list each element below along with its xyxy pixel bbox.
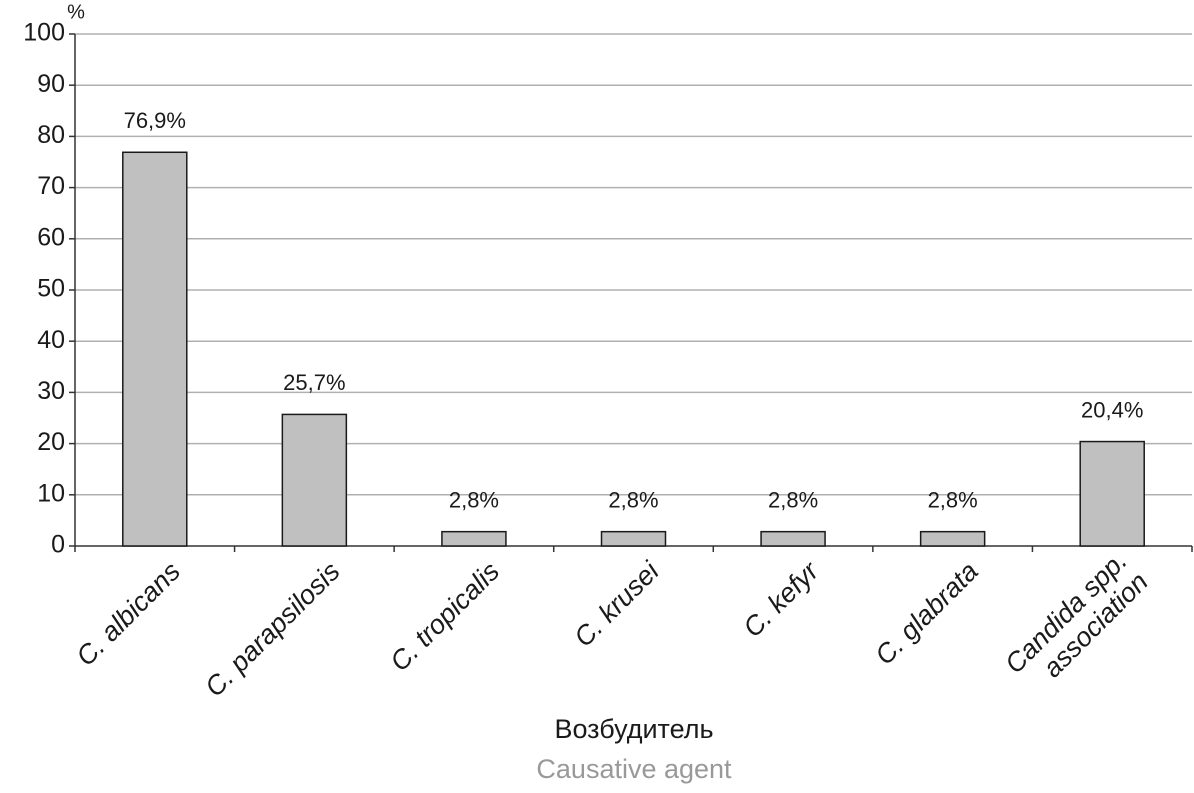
y-tick-label: 90 bbox=[37, 70, 65, 98]
x-tick-label: C. glabrata bbox=[869, 556, 984, 671]
bar bbox=[122, 151, 188, 547]
x-tick-group: C. albicans bbox=[70, 556, 186, 672]
x-tick-label: C. kefyr bbox=[737, 555, 825, 643]
bar bbox=[600, 530, 667, 547]
y-unit: % bbox=[67, 1, 85, 23]
x-tick-group: Candida spp.association bbox=[999, 546, 1154, 701]
x-axis-subtitle: Causative agent bbox=[536, 754, 732, 784]
x-axis-title: Возбудитель bbox=[554, 714, 713, 744]
bar bbox=[919, 530, 986, 547]
value-label: 2,8% bbox=[608, 487, 658, 512]
x-tick-label: Candida spp.association bbox=[999, 546, 1154, 701]
x-tick-label: C. parapsilosis bbox=[199, 556, 345, 702]
x-tick-group: C. krusei bbox=[568, 555, 665, 652]
value-label: 25,7% bbox=[283, 370, 345, 395]
x-tick-group: C. glabrata bbox=[869, 556, 984, 671]
x-tick-label: C. tropicalis bbox=[384, 556, 505, 677]
y-tick-label: 0 bbox=[51, 531, 65, 559]
value-label: 20,4% bbox=[1081, 397, 1143, 422]
y-tick-label: 50 bbox=[37, 275, 65, 303]
x-tick-group: C. kefyr bbox=[737, 555, 825, 643]
y-tick-label: 100 bbox=[23, 19, 65, 47]
x-tick-label: C. albicans bbox=[70, 556, 186, 672]
bar bbox=[281, 413, 348, 547]
y-tick-label: 20 bbox=[37, 428, 65, 456]
x-tick-group: C. tropicalis bbox=[384, 556, 505, 677]
y-tick-label: 70 bbox=[37, 172, 65, 200]
bar bbox=[1079, 440, 1145, 547]
value-label: 2,8% bbox=[768, 487, 818, 512]
bar bbox=[760, 530, 826, 547]
x-tick-group: C. parapsilosis bbox=[199, 556, 345, 702]
x-tick-label: C. krusei bbox=[568, 555, 665, 652]
y-tick-label: 80 bbox=[37, 121, 65, 149]
bar bbox=[441, 530, 507, 547]
value-label: 2,8% bbox=[449, 487, 499, 512]
value-label: 76,9% bbox=[124, 108, 186, 133]
y-tick-label: 30 bbox=[37, 377, 65, 405]
y-tick-label: 60 bbox=[37, 223, 65, 251]
value-label: 2,8% bbox=[928, 487, 978, 512]
y-tick-label: 40 bbox=[37, 326, 65, 354]
y-tick-label: 10 bbox=[37, 479, 65, 507]
